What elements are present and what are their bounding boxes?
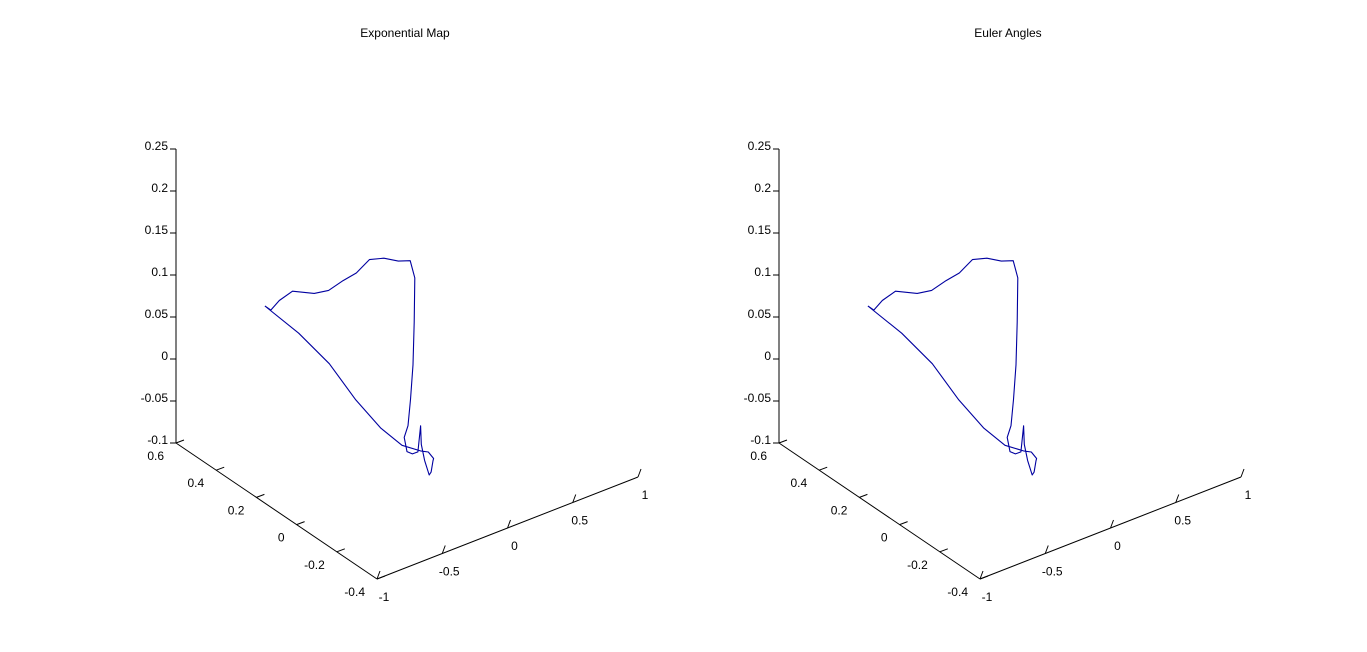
y-tick-mark xyxy=(336,548,345,553)
z-tick-label: 0.15 xyxy=(145,223,169,237)
y-tick-mark xyxy=(376,575,386,580)
z-tick-label: -0.1 xyxy=(147,433,168,447)
y-tick-label: 0.4 xyxy=(791,476,808,490)
axes: -1 -0.5 0 0.5 1 -0.4 -0.2 0 0.2 0.4 0.6 -0.1 -0.05 0 0… xyxy=(744,139,1252,604)
chart-euler-angles: Euler Angles -1 -0.5 0 0.5 1 -0.4 -0.2 0 0.2 0.4 0… xyxy=(744,26,1252,604)
subplot-exponential-map: Exponential Map -1 -0.5 0 0.5 1 -0.4 -0.2 0 0.2 0… xyxy=(0,0,683,652)
y-tick-label: -0.4 xyxy=(947,585,968,599)
y-tick-mark xyxy=(819,466,828,471)
y-tick-label: 0.6 xyxy=(750,449,767,463)
y-tick-mark xyxy=(899,521,908,526)
z-tick-label: 0.1 xyxy=(151,265,168,279)
y-tick-mark xyxy=(979,575,989,580)
y-tick-label: 0.2 xyxy=(228,503,245,517)
y-tick-label: -0.2 xyxy=(907,558,928,572)
z-tick-label: 0.2 xyxy=(151,181,168,195)
z-tick-label: 0 xyxy=(161,349,168,363)
z-tick-label: 0.15 xyxy=(748,223,772,237)
x-tick-label: -1 xyxy=(982,590,993,604)
z-tick-label: 0.1 xyxy=(754,265,771,279)
x-tick-label: 0 xyxy=(511,539,518,553)
x-tick-mark xyxy=(1240,468,1245,478)
series-line xyxy=(264,257,435,476)
z-tick-label: -0.1 xyxy=(750,433,771,447)
y-tick-label: 0.4 xyxy=(188,476,205,490)
z-tick-label: 0.25 xyxy=(145,139,169,153)
y-tick-label: 0.2 xyxy=(831,503,848,517)
z-tick-label: 0.25 xyxy=(748,139,772,153)
z-tick-label: 0.05 xyxy=(145,307,169,321)
x-tick-label: 0 xyxy=(1114,539,1121,553)
z-tick-label: -0.05 xyxy=(744,391,772,405)
y-tick-mark xyxy=(939,548,948,553)
x-tick-mark xyxy=(1044,545,1049,554)
x-tick-label: -1 xyxy=(379,590,390,604)
axes: -1 -0.5 0 0.5 1 -0.4 -0.2 0 0.2 0.4 0.6 -0.1 -0.05 0 0… xyxy=(141,139,649,604)
y-tick-mark xyxy=(175,439,185,444)
x-tick-mark xyxy=(441,545,446,554)
y-tick-label: 0 xyxy=(278,531,285,545)
y-axis-line xyxy=(778,442,981,580)
subplot-euler-angles: Euler Angles -1 -0.5 0 0.5 1 -0.4 -0.2 0 0.2 0.4 0… xyxy=(603,0,1286,652)
x-tick-mark xyxy=(979,570,984,580)
x-tick-label: 1 xyxy=(642,488,649,502)
x-tick-mark xyxy=(376,570,381,580)
y-tick-mark xyxy=(859,493,868,498)
x-tick-label: 0.5 xyxy=(571,514,588,528)
x-tick-mark xyxy=(507,519,511,529)
series-line xyxy=(867,257,1038,476)
y-tick-label: -0.2 xyxy=(304,558,325,572)
chart-title: Euler Angles xyxy=(974,26,1041,40)
z-tick-label: -0.05 xyxy=(141,391,169,405)
y-tick-label: 0 xyxy=(881,531,888,545)
y-tick-mark xyxy=(296,521,305,526)
x-tick-mark xyxy=(1175,494,1180,503)
x-tick-label: -0.5 xyxy=(1042,565,1063,579)
y-tick-mark xyxy=(778,439,788,444)
x-tick-label: -0.5 xyxy=(439,565,460,579)
x-tick-mark xyxy=(1110,519,1114,529)
z-tick-label: 0.05 xyxy=(748,307,772,321)
y-tick-label: -0.4 xyxy=(344,585,365,599)
z-tick-label: 0 xyxy=(764,349,771,363)
chart-title: Exponential Map xyxy=(360,26,450,40)
y-tick-mark xyxy=(216,466,225,471)
y-tick-label: 0.6 xyxy=(147,449,164,463)
x-tick-label: 1 xyxy=(1245,488,1252,502)
y-tick-mark xyxy=(256,493,265,498)
z-tick-label: 0.2 xyxy=(754,181,771,195)
chart-exponential-map: Exponential Map -1 -0.5 0 0.5 1 -0.4 -0.2 0 0.2 0… xyxy=(141,26,649,604)
y-axis-line xyxy=(175,442,378,580)
x-tick-mark xyxy=(637,468,642,478)
x-tick-label: 0.5 xyxy=(1174,514,1191,528)
x-tick-mark xyxy=(572,494,577,503)
